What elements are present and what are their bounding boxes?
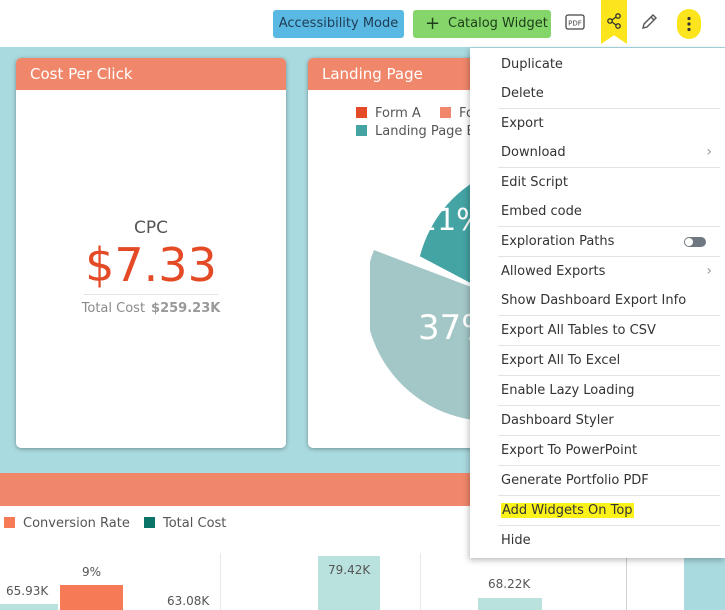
- menu-divider: [498, 226, 720, 227]
- menu-item-allowed-exports[interactable]: Allowed Exports ›: [470, 257, 720, 286]
- data-label: 79.42K: [328, 563, 371, 577]
- bottom-widget-header: [0, 473, 470, 506]
- menu-item-label: Add Widgets On Top: [501, 503, 634, 518]
- total-cost-label: Total Cost: [81, 301, 146, 316]
- legend-item: Conversion Rate: [4, 516, 130, 531]
- menu-item-export-powerpoint[interactable]: Export To PowerPoint: [501, 443, 638, 458]
- catalog-widget-button[interactable]: + Catalog Widget: [413, 10, 551, 38]
- widget-options-menu: Duplicate Delete Export Download › Edit S…: [470, 48, 725, 558]
- legend-swatch: [440, 107, 451, 118]
- menu-divider: [498, 375, 720, 376]
- legend-item: Landing Page B: [356, 124, 475, 139]
- gridline: [220, 553, 221, 610]
- menu-item-embed-code[interactable]: Embed code: [501, 204, 582, 219]
- legend-swatch: [4, 517, 15, 528]
- menu-item-export[interactable]: Export: [501, 116, 544, 131]
- menu-divider: [498, 435, 720, 436]
- legend-swatch: [356, 107, 367, 118]
- legend-item: Form A: [356, 106, 421, 121]
- top-toolbar: Accessibility Mode + Catalog Widget PDF: [0, 0, 725, 47]
- plus-icon: +: [425, 13, 441, 34]
- edit-pencil-icon[interactable]: [638, 11, 664, 37]
- menu-divider: [498, 108, 720, 109]
- bar: [0, 604, 58, 610]
- menu-item-export-tables-csv[interactable]: Export All Tables to CSV: [501, 323, 656, 338]
- pdf-icon[interactable]: PDF: [564, 11, 590, 37]
- svg-text:PDF: PDF: [568, 20, 582, 28]
- catalog-widget-label: Catalog Widget: [448, 16, 548, 31]
- legend-label: Total Cost: [163, 516, 227, 531]
- legend-item: Total Cost: [144, 516, 226, 531]
- data-label: 63.08K: [167, 594, 210, 608]
- data-label: 9%: [82, 565, 102, 579]
- legend-swatch: [356, 125, 367, 136]
- menu-divider: [498, 167, 720, 168]
- menu-item-delete[interactable]: Delete: [501, 86, 544, 101]
- menu-item-lazy-loading[interactable]: Enable Lazy Loading: [501, 383, 635, 398]
- menu-divider: [498, 495, 720, 496]
- share-icon[interactable]: [601, 0, 627, 44]
- menu-divider: [498, 405, 720, 406]
- menu-item-label: Exploration Paths: [501, 234, 615, 249]
- widget-title: Cost Per Click: [16, 58, 286, 90]
- gridline: [420, 553, 421, 610]
- cpc-value: $7.33: [85, 238, 217, 292]
- menu-item-export-excel[interactable]: Export All To Excel: [501, 353, 621, 368]
- legend-label: Form A: [375, 106, 421, 121]
- bar: [478, 598, 542, 610]
- exploration-paths-toggle[interactable]: [684, 237, 706, 247]
- chevron-right-icon: ›: [706, 263, 712, 279]
- divider: [84, 294, 218, 295]
- menu-item-portfolio-pdf[interactable]: Generate Portfolio PDF: [501, 473, 649, 488]
- menu-divider: [498, 345, 720, 346]
- data-label: 65.93K: [6, 584, 49, 598]
- gridline: [626, 553, 627, 610]
- menu-divider: [498, 315, 720, 316]
- menu-item-add-widgets-on-top[interactable]: Add Widgets On Top: [470, 496, 720, 525]
- total-cost-line: Total Cost $259.23K: [16, 301, 286, 316]
- menu-item-dashboard-styler[interactable]: Dashboard Styler: [501, 413, 614, 428]
- total-cost-value: $259.23K: [151, 301, 221, 316]
- menu-item-label: Allowed Exports: [501, 264, 606, 279]
- legend-swatch: [144, 517, 155, 528]
- menu-item-duplicate[interactable]: Duplicate: [501, 57, 563, 72]
- menu-divider: [498, 525, 720, 526]
- legend-label: Landing Page B: [375, 124, 476, 139]
- menu-item-edit-script[interactable]: Edit Script: [501, 175, 569, 190]
- data-label: 68.22K: [488, 577, 531, 591]
- cpc-caption: CPC: [134, 218, 168, 238]
- legend-item: Fo: [440, 106, 474, 121]
- more-vertical-icon[interactable]: [677, 9, 701, 39]
- accessibility-mode-button[interactable]: Accessibility Mode: [273, 10, 404, 38]
- legend-label: Conversion Rate: [23, 516, 130, 531]
- menu-item-hide[interactable]: Hide: [501, 533, 531, 548]
- pie-slice: [365, 250, 496, 422]
- menu-item-label: Download: [501, 145, 566, 160]
- chevron-right-icon: ›: [706, 144, 712, 160]
- menu-item-exploration-paths[interactable]: Exploration Paths: [470, 227, 720, 256]
- menu-divider: [498, 256, 720, 257]
- bar: [318, 556, 380, 610]
- menu-item-show-export-info[interactable]: Show Dashboard Export Info: [501, 293, 687, 308]
- cost-per-click-widget: Cost Per Click CPC $7.33 Total Cost $259.…: [16, 58, 286, 448]
- menu-divider: [498, 465, 720, 466]
- menu-item-download[interactable]: Download ›: [470, 138, 720, 167]
- bar: [60, 585, 123, 610]
